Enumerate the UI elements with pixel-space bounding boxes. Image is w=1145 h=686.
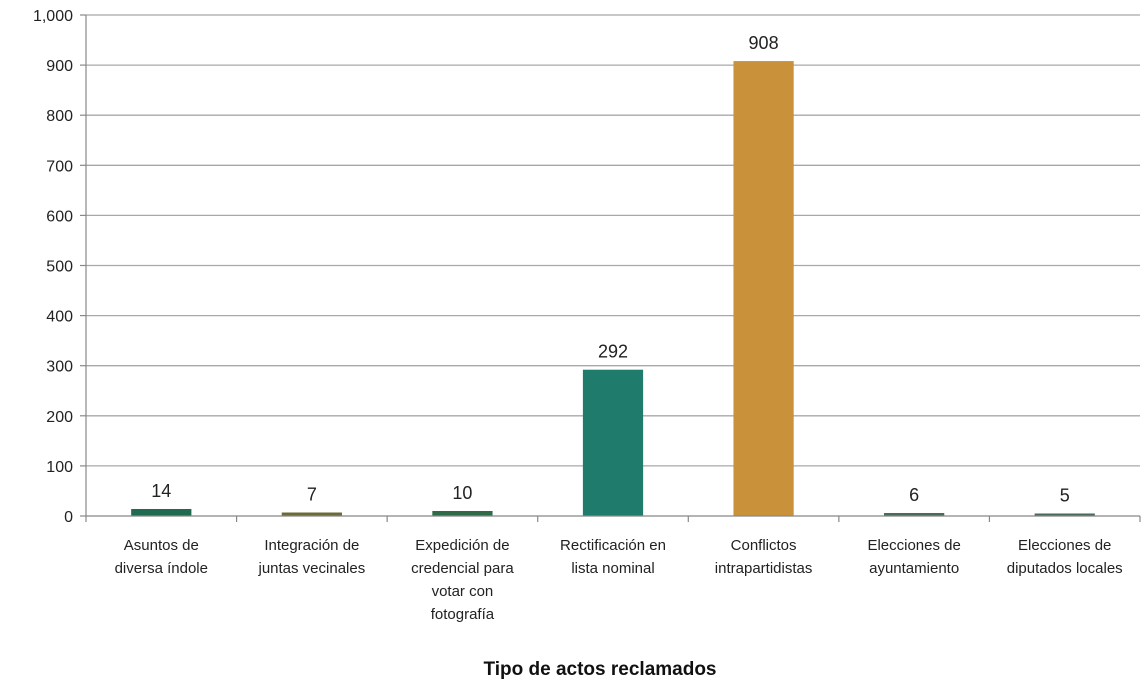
- bar: [1034, 513, 1095, 516]
- data-label: 10: [452, 483, 472, 503]
- x-tick-label: lista nominal: [571, 560, 654, 577]
- x-tick-label: Rectificación en: [560, 537, 666, 554]
- x-tick-label: Integración de: [264, 537, 359, 554]
- bars: [131, 61, 1095, 516]
- bar: [131, 508, 192, 516]
- y-tick-label: 300: [46, 359, 73, 376]
- x-tick-label: Expedición de: [415, 537, 509, 554]
- x-tick-label: Elecciones de: [867, 537, 960, 554]
- bar: [884, 512, 945, 516]
- x-axis-title: Tipo de actos reclamados: [483, 659, 716, 680]
- bar: [432, 510, 493, 516]
- data-label: 14: [151, 481, 171, 501]
- data-labels: 14 7 10 292 908 6 5: [151, 33, 1069, 505]
- data-label: 908: [749, 33, 779, 53]
- gridlines: [86, 14, 1140, 467]
- x-tick-label: Elecciones de: [1018, 537, 1111, 554]
- x-tick-label: intrapartidistas: [715, 560, 813, 577]
- x-tick-label: diputados locales: [1007, 560, 1123, 577]
- y-tick-label: 400: [46, 309, 73, 326]
- bar: [582, 369, 644, 516]
- x-tick-label: diversa índole: [115, 560, 208, 577]
- data-label: 6: [909, 485, 919, 505]
- y-tick-label: 200: [46, 409, 73, 426]
- x-tick-label: juntas vecinales: [257, 560, 365, 577]
- y-tick-label: 600: [46, 208, 73, 225]
- y-tick-label: 900: [46, 58, 73, 75]
- data-label: 7: [307, 484, 317, 504]
- bar: [281, 512, 342, 516]
- y-tick-label: 1,000: [33, 8, 73, 25]
- x-tick-label: fotografía: [431, 606, 495, 623]
- x-tick-label: ayuntamiento: [869, 560, 959, 577]
- x-axis: Asuntos de diversa índole Integración de ju…: [85, 515, 1141, 623]
- y-tick-label: 500: [46, 259, 73, 276]
- y-tick-label: 100: [46, 459, 73, 476]
- y-axis-ticks: 0 100 200 300 400 500 600 700 800 900 1,000: [33, 8, 87, 526]
- x-tick-label: Conflictos: [731, 537, 797, 554]
- y-tick-label: 700: [46, 158, 73, 175]
- y-tick-label: 0: [64, 509, 73, 526]
- y-tick-label: 800: [46, 108, 73, 125]
- x-tick-label: Asuntos de: [124, 537, 199, 554]
- x-tick-label: credencial para: [411, 560, 514, 577]
- data-label: 292: [598, 342, 628, 362]
- data-label: 5: [1060, 485, 1070, 505]
- bar: [733, 61, 794, 516]
- x-tick-label: votar con: [432, 583, 494, 600]
